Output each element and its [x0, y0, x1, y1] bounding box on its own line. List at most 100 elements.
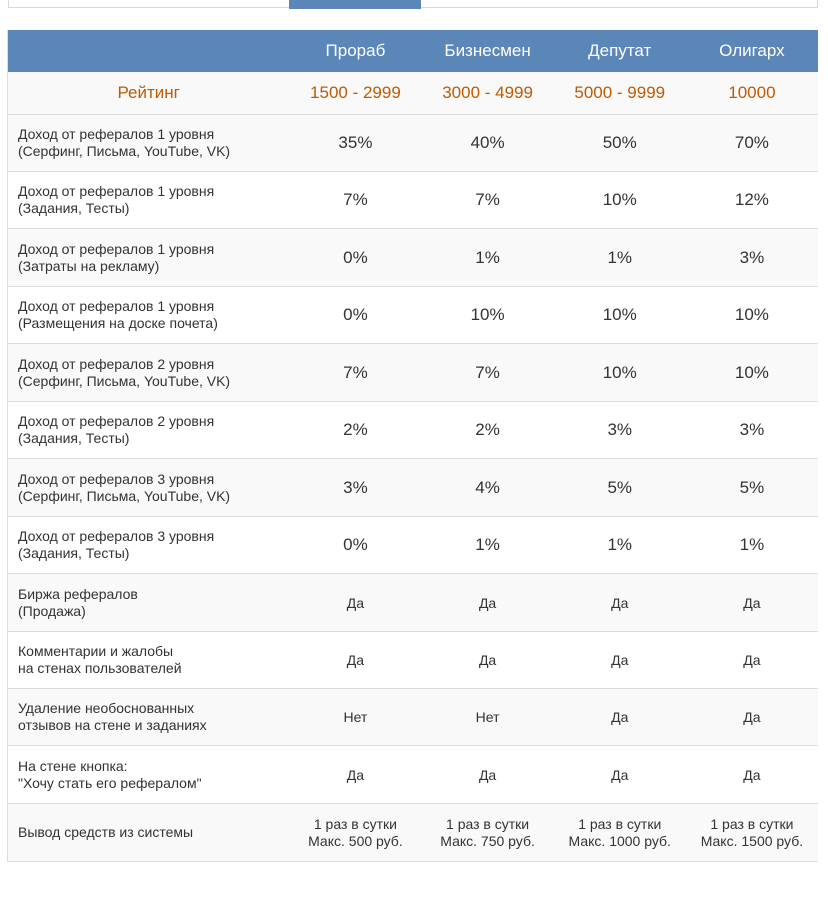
feature-value-cell: 70% — [685, 114, 818, 172]
feature-label-line: Доход от рефералов 1 уровня — [18, 126, 215, 142]
withdraw-cell: 1 раз в сутки Макс. 1500 руб. — [685, 803, 818, 862]
feature-value-cell: 10% — [685, 343, 818, 402]
feature-value-cell: Да — [289, 573, 422, 632]
feature-label-note: (Продажа) — [18, 602, 86, 619]
feature-value-cell: 10% — [553, 171, 686, 229]
feature-label-line: Доход от рефералов 3 уровня — [18, 528, 215, 544]
feature-value-cell: 40% — [421, 114, 554, 172]
feature-label-note: "Хочу стать его рефералом" — [18, 774, 202, 791]
feature-label: Доход от рефералов 2 уровня (Задания, Тес… — [8, 401, 290, 459]
column-header-oligarkh: Олигарх — [685, 30, 818, 72]
feature-label-note: (Задания, Тесты) — [18, 545, 130, 561]
feature-value-cell: 0% — [289, 228, 422, 287]
table-row: Доход от рефералов 2 уровня (Задания, Тес… — [8, 401, 818, 459]
feature-label-note: отзывов на стене и заданиях — [18, 717, 207, 733]
feature-value-cell: 3% — [685, 228, 818, 287]
withdraw-frequency: 1 раз в сутки — [710, 815, 794, 832]
rating-label: Рейтинг — [8, 72, 290, 115]
feature-value-cell: Да — [553, 573, 686, 632]
feature-value-cell: 1% — [553, 228, 686, 287]
rating-value: 10000 — [685, 72, 818, 115]
feature-label: Доход от рефералов 3 уровня (Серфинг, Пис… — [8, 458, 290, 517]
feature-value-cell: 10% — [553, 343, 686, 402]
feature-value-cell: 1% — [685, 516, 818, 574]
withdraw-frequency: 1 раз в сутки — [313, 815, 397, 832]
withdraw-max: Макс. 500 руб. — [308, 832, 403, 849]
table-row: Доход от рефералов 1 уровня (Затраты на р… — [8, 228, 818, 287]
feature-value-cell: 1% — [421, 228, 554, 287]
rating-value: 3000 - 4999 — [421, 72, 554, 115]
feature-label-line: Доход от рефералов 2 уровня — [18, 413, 215, 429]
header-row: Прораб Бизнесмен Депутат Олигарх — [8, 30, 818, 72]
feature-label-line: Удаление необоснованных — [18, 700, 195, 716]
feature-value-cell: 4% — [421, 458, 554, 517]
feature-value-cell: Да — [685, 688, 818, 746]
feature-value-cell: Да — [553, 745, 686, 804]
feature-value-cell: Нет — [289, 688, 422, 746]
feature-label-note: (Серфинг, Письма, YouTube, VK) — [18, 372, 231, 389]
feature-value-cell: 0% — [289, 286, 422, 344]
feature-label-line: Доход от рефералов 1 уровня — [18, 298, 215, 314]
table-row: Доход от рефералов 2 уровня (Серфинг, Пис… — [8, 343, 818, 402]
withdraw-max: Макс. 750 руб. — [440, 832, 535, 849]
feature-value-cell: 10% — [421, 286, 554, 344]
feature-value-cell: 12% — [685, 171, 818, 229]
feature-label-note: (Серфинг, Письма, YouTube, VK) — [18, 487, 231, 504]
rating-value: 5000 - 9999 — [553, 72, 686, 115]
table-row: Доход от рефералов 3 уровня (Серфинг, Пис… — [8, 458, 818, 517]
feature-label-note: (Задания, Тесты) — [18, 200, 130, 216]
table-row: Доход от рефералов 1 уровня (Задания, Тес… — [8, 171, 818, 229]
feature-label-note: (Серфинг, Письма, YouTube, VK) — [18, 143, 231, 159]
table-row: Доход от рефералов 1 уровня (Серфинг, Пис… — [8, 114, 818, 172]
feature-value-cell: Да — [553, 631, 686, 689]
withdraw-max: Макс. 1000 руб. — [568, 832, 671, 849]
feature-label: Доход от рефералов 1 уровня (Размещения н… — [8, 286, 290, 344]
withdraw-row: Вывод средств из системы 1 раз в сутки М… — [8, 803, 818, 862]
feature-label-line: На стене кнопка: — [18, 757, 128, 774]
feature-value-cell: Да — [685, 631, 818, 689]
header-blank-cell — [8, 30, 290, 72]
table-row: Доход от рефералов 3 уровня (Задания, Тес… — [8, 516, 818, 574]
feature-value-cell: 10% — [685, 286, 818, 344]
feature-value-cell: 10% — [553, 286, 686, 344]
feature-value-cell: 5% — [685, 458, 818, 517]
feature-label-line: Доход от рефералов 1 уровня — [18, 183, 215, 199]
rating-row: Рейтинг 1500 - 2999 3000 - 4999 5000 - 9… — [8, 72, 818, 115]
table-row: Комментарии и жалобы на стенах пользовате… — [8, 631, 818, 689]
withdraw-label: Вывод средств из системы — [8, 803, 290, 862]
feature-value-cell: Нет — [421, 688, 554, 746]
feature-label-line: Доход от рефералов 3 уровня — [18, 470, 215, 487]
feature-label: Доход от рефералов 1 уровня (Задания, Тес… — [8, 171, 290, 229]
feature-value-cell: 0% — [289, 516, 422, 574]
withdraw-max: Макс. 1500 руб. — [700, 832, 804, 849]
withdraw-cell: 1 раз в сутки Макс. 750 руб. — [421, 803, 554, 862]
feature-value-cell: 1% — [421, 516, 554, 574]
feature-label-note: на стенах пользователей — [18, 660, 182, 676]
table-left-border — [7, 30, 8, 862]
withdraw-frequency: 1 раз в сутки — [578, 815, 662, 832]
feature-value-cell: Да — [685, 573, 818, 632]
feature-label: Биржа рефералов (Продажа) — [8, 573, 290, 632]
feature-label: Доход от рефералов 3 уровня (Задания, Тес… — [8, 516, 290, 574]
column-header-prorab: Прораб — [289, 30, 422, 72]
feature-value-cell: Да — [421, 631, 554, 689]
feature-label-line: Доход от рефералов 2 уровня — [18, 355, 215, 372]
feature-label: Доход от рефералов 2 уровня (Серфинг, Пис… — [8, 343, 290, 402]
feature-label: На стене кнопка: "Хочу стать его реферало… — [8, 745, 290, 804]
feature-label: Доход от рефералов 1 уровня (Затраты на р… — [8, 228, 290, 287]
feature-value-cell: 1% — [553, 516, 686, 574]
withdraw-cell: 1 раз в сутки Макс. 1000 руб. — [553, 803, 686, 862]
table-row: Доход от рефералов 1 уровня (Размещения н… — [8, 286, 818, 344]
feature-value-cell: 7% — [421, 343, 554, 402]
feature-label-note: (Размещения на доске почета) — [18, 315, 218, 331]
column-header-biznesmen: Бизнесмен — [421, 30, 554, 72]
feature-label-line: Комментарии и жалобы — [18, 643, 174, 659]
feature-value-cell: 3% — [553, 401, 686, 459]
feature-value-cell: Да — [553, 688, 686, 746]
feature-value-cell: Да — [685, 745, 818, 804]
feature-value-cell: 2% — [289, 401, 422, 459]
table-row: Биржа рефералов (Продажа) Да Да Да Да — [8, 573, 818, 632]
tab-active[interactable] — [289, 0, 421, 9]
feature-label-note: (Затраты на рекламу) — [18, 257, 160, 274]
feature-value-cell: 50% — [553, 114, 686, 172]
